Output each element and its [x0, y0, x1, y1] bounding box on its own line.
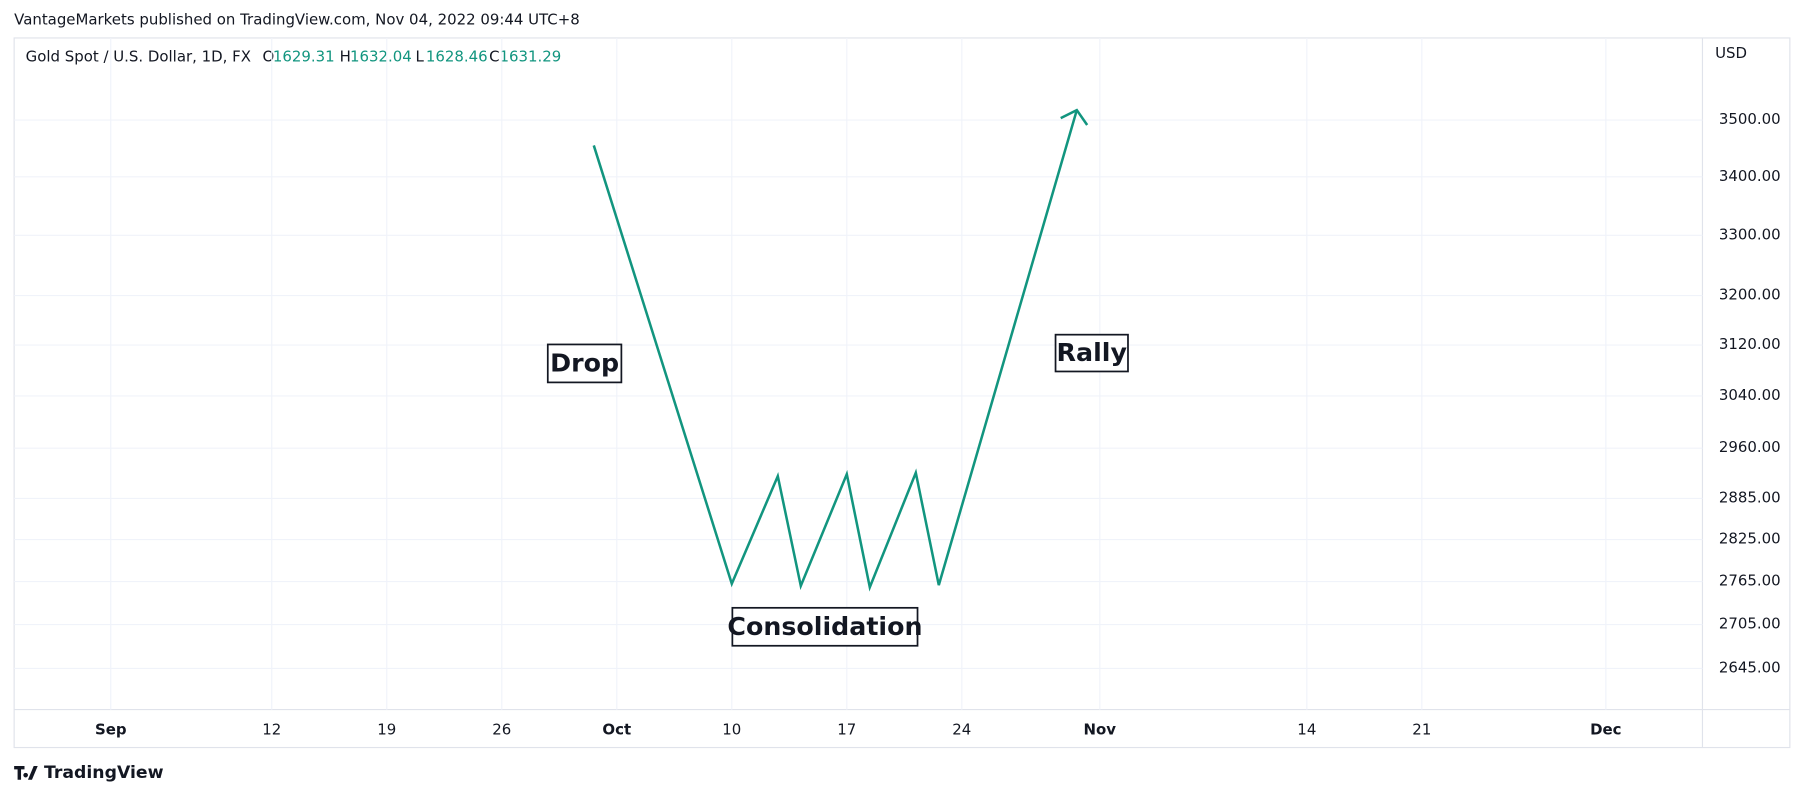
- x-tick-label: 17: [837, 720, 856, 738]
- ohlc-value: 1631.29: [499, 48, 561, 66]
- ohlc-value: 1629.31: [273, 48, 335, 66]
- y-tick-label: 3040.00: [1719, 386, 1781, 404]
- y-tick-label: 2825.00: [1719, 530, 1781, 548]
- y-tick-label: 2765.00: [1719, 572, 1781, 590]
- x-tick-label: Sep: [95, 720, 127, 738]
- y-tick-label: 2960.00: [1719, 438, 1781, 456]
- ohlc-key: L: [416, 48, 425, 66]
- ohlc-key: O: [263, 48, 275, 66]
- x-tick-label: 12: [262, 720, 281, 738]
- x-tick-label: 26: [492, 720, 511, 738]
- annotation-box: [731, 606, 919, 647]
- drawn-line: [592, 109, 1079, 592]
- annotation-box: [546, 343, 623, 384]
- y-tick-label: 3200.00: [1719, 286, 1781, 304]
- x-tick-label: 10: [722, 720, 741, 738]
- tradingview-logo: TradingView: [14, 763, 164, 783]
- x-tick-label: 21: [1412, 720, 1431, 738]
- chart-frame: [13, 37, 1791, 749]
- y-tick-label: 3400.00: [1719, 167, 1781, 185]
- ohlc-value: 1632.04: [350, 48, 412, 66]
- footer-brand: TradingView: [44, 763, 164, 783]
- currency-label: USD: [1715, 44, 1747, 62]
- y-tick-label: 2645.00: [1719, 658, 1781, 676]
- logo-icon: [14, 765, 38, 780]
- annotation: Drop: [550, 349, 619, 378]
- x-tick-label: Oct: [602, 720, 631, 738]
- annotation: Consolidation: [727, 612, 922, 641]
- x-tick-label: 19: [377, 720, 396, 738]
- arrowhead: [1060, 108, 1089, 126]
- y-tick-label: 3300.00: [1719, 225, 1781, 243]
- symbol-label: Gold Spot / U.S. Dollar, 1D, FX: [26, 48, 251, 66]
- ohlc-key: C: [489, 48, 499, 66]
- x-tick-label: 24: [952, 720, 971, 738]
- ohlc-value: 1628.46: [426, 48, 488, 66]
- y-tick-label: 2885.00: [1719, 488, 1781, 506]
- y-tick-label: 2705.00: [1719, 615, 1781, 633]
- ohlc-key: H: [340, 48, 351, 66]
- y-tick-label: 3500.00: [1719, 110, 1781, 128]
- x-tick-label: Nov: [1084, 720, 1117, 738]
- y-tick-label: 3120.00: [1719, 335, 1781, 353]
- published-note: VantageMarkets published on TradingView.…: [14, 11, 580, 29]
- annotation-box: [1054, 333, 1129, 373]
- annotation: Rally: [1057, 338, 1128, 367]
- x-tick-label: Dec: [1590, 720, 1621, 738]
- x-tick-label: 14: [1297, 720, 1316, 738]
